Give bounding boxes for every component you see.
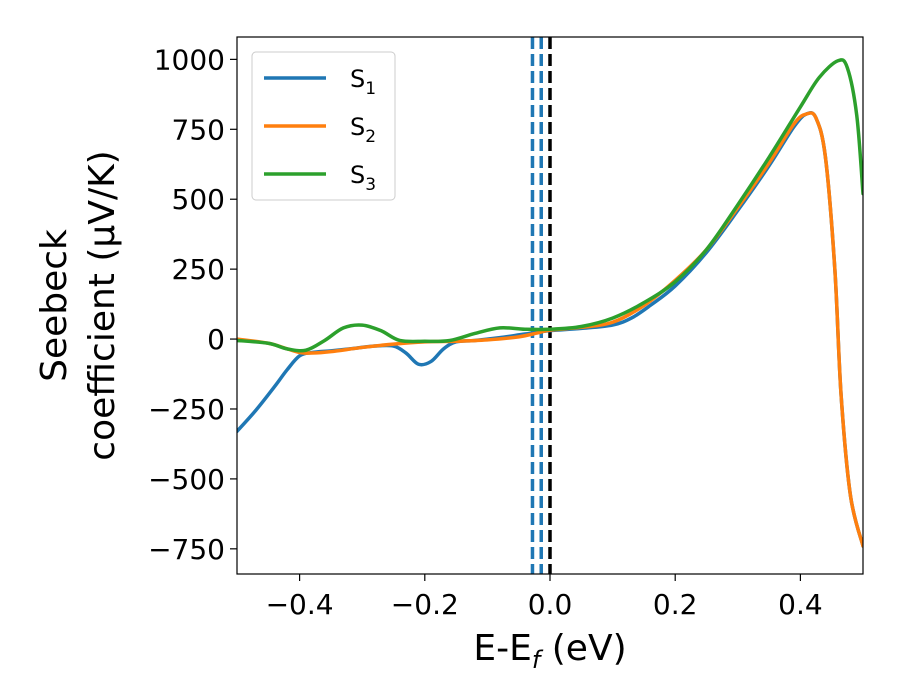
legend-label-subscript: 2 bbox=[365, 127, 376, 147]
legend-label-s1: S1 bbox=[350, 65, 376, 99]
x-tick-label: −0.4 bbox=[266, 588, 334, 621]
legend-label-subscript: 3 bbox=[365, 175, 376, 195]
legend-label-main: S bbox=[350, 65, 365, 93]
series-line-s2 bbox=[237, 111, 863, 548]
x-tick-label: 0.0 bbox=[528, 588, 573, 621]
y-tick-label: 250 bbox=[172, 253, 225, 286]
y-tick-label: 1000 bbox=[154, 43, 225, 76]
plot-frame bbox=[236, 36, 864, 575]
y-axis-title-line1: Seebeck bbox=[34, 229, 75, 382]
x-tick-label: 0.2 bbox=[653, 588, 698, 621]
y-tick-label: 750 bbox=[172, 113, 225, 146]
x-tick-label: −0.2 bbox=[391, 588, 459, 621]
legend-label-subscript: 1 bbox=[365, 79, 376, 99]
y-tick-label: 0 bbox=[207, 323, 225, 356]
legend-label-s3: S3 bbox=[350, 161, 376, 195]
x-axis-title: E-Ef (eV) bbox=[473, 628, 626, 674]
y-tick-label: −250 bbox=[148, 393, 225, 426]
chart-marks bbox=[237, 37, 863, 574]
y-axis-title: Seebeck coefficient (μV/K) bbox=[34, 150, 123, 460]
legend-label-main: S bbox=[350, 161, 365, 189]
legend-label-s2: S2 bbox=[350, 113, 376, 147]
x-axis-title-main: E-E bbox=[473, 628, 531, 669]
legend-label-main: S bbox=[350, 113, 365, 141]
y-tick-label: 500 bbox=[172, 183, 225, 216]
chart-titles: E-Ef (eV) Seebeck coefficient (μV/K) bbox=[34, 150, 627, 674]
series-line-s3 bbox=[237, 58, 863, 353]
chart-ticks: −0.4 −0.2 0.0 0.2 0.4 −750 −500 −250 0 250 500 750 1… bbox=[148, 43, 823, 621]
x-tick-label: 0.4 bbox=[778, 588, 823, 621]
y-tick-label: −500 bbox=[148, 463, 225, 496]
y-axis-title-line2: coefficient (μV/K) bbox=[82, 150, 123, 460]
y-tick-label: −750 bbox=[148, 533, 225, 566]
x-axis-title-unit: (eV) bbox=[540, 628, 626, 669]
